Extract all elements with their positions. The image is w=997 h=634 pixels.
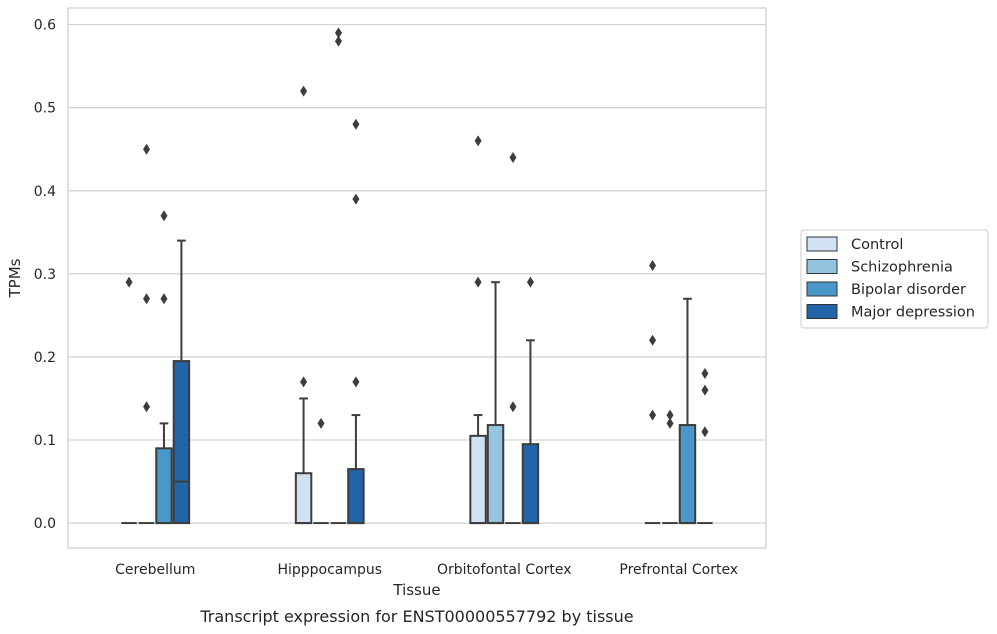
legend-item: Bipolar disorder (806, 281, 966, 298)
y-tick-label: 0.3 (34, 267, 56, 283)
x-tick-labels: Cerebellum Hipppocampus Orbitofontal Corte… (115, 562, 738, 578)
outlier-point (334, 27, 342, 39)
box-plots (121, 239, 713, 525)
legend-swatch (806, 281, 838, 297)
x-axis-title: Tissue (392, 581, 440, 599)
outlier-point (509, 152, 517, 164)
legend-label: Bipolar disorder (851, 282, 966, 298)
legend-item: Schizophrenia (806, 259, 953, 276)
outlier-point (649, 409, 657, 421)
outlier-point (334, 35, 342, 47)
y-axis-title: TPMs (6, 258, 24, 298)
box-body (347, 468, 365, 525)
x-tick-label: Cerebellum (115, 562, 195, 578)
figure-caption: Transcript expression for ENST0000055779… (199, 607, 633, 626)
legend-label: Control (851, 237, 903, 253)
outlier-point (666, 409, 674, 421)
legend-swatch (806, 304, 838, 319)
outlier-point (125, 276, 133, 288)
outlier-point (701, 384, 709, 396)
outlier-point (666, 417, 674, 429)
box-0-3 (172, 239, 191, 525)
outlier-point (649, 260, 657, 272)
y-tick-labels: 0.0 0.1 0.2 0.3 0.4 0.5 0.6 (34, 18, 56, 532)
box-0-2 (155, 422, 173, 525)
outlier-point (352, 193, 360, 205)
box-body (155, 447, 173, 525)
outlier-point (143, 143, 151, 155)
legend-swatch (806, 259, 838, 274)
y-tick-label: 0.6 (34, 18, 56, 34)
outlier-point (160, 293, 168, 305)
y-tick-label: 0.2 (34, 350, 56, 366)
outlier-point (143, 293, 151, 305)
outlier-point (352, 118, 360, 130)
y-tick-label: 0.0 (34, 516, 56, 532)
outlier-point (649, 334, 657, 346)
outlier-point (160, 210, 168, 222)
outlier-point (300, 85, 308, 97)
box-body (172, 360, 191, 525)
legend-item: Control (806, 236, 903, 253)
box-3-2 (678, 297, 697, 525)
legend-item: Major depression (806, 304, 975, 321)
plot-frame (67, 7, 767, 549)
outlier-point (701, 368, 709, 380)
legend-label: Major depression (851, 305, 975, 321)
outliers (125, 27, 709, 438)
outlier-point (509, 401, 517, 413)
y-tick-label: 0.5 (34, 101, 56, 117)
y-tick-label: 0.1 (34, 433, 56, 449)
outlier-point (474, 135, 482, 147)
outlier-point (143, 401, 151, 413)
legend-swatch (806, 236, 838, 252)
box-body (521, 443, 540, 525)
x-tick-label: Prefrontal Cortex (619, 562, 738, 578)
y-tick-label: 0.4 (34, 184, 56, 200)
box-1-0 (294, 397, 313, 525)
outlier-point (474, 276, 482, 288)
box-2-0 (469, 414, 487, 525)
box-body (678, 424, 697, 525)
box-body (469, 434, 487, 525)
x-tick-label: Hipppocampus (277, 562, 382, 578)
legend-label: Schizophrenia (851, 260, 953, 276)
outlier-point (701, 426, 709, 438)
box-body (486, 424, 505, 525)
legend-frame (800, 229, 989, 329)
outlier-point (317, 417, 325, 429)
x-tick-label: Orbitofontal Cortex (437, 562, 572, 578)
box-2-3 (521, 339, 540, 525)
box-2-1 (486, 281, 505, 525)
box-body (294, 472, 313, 525)
outlier-point (526, 276, 534, 288)
outlier-point (352, 376, 360, 388)
outlier-point (300, 376, 308, 388)
box-1-3 (347, 414, 365, 525)
legend: Control Schizophrenia Bipolar disorder Majo… (800, 229, 989, 329)
